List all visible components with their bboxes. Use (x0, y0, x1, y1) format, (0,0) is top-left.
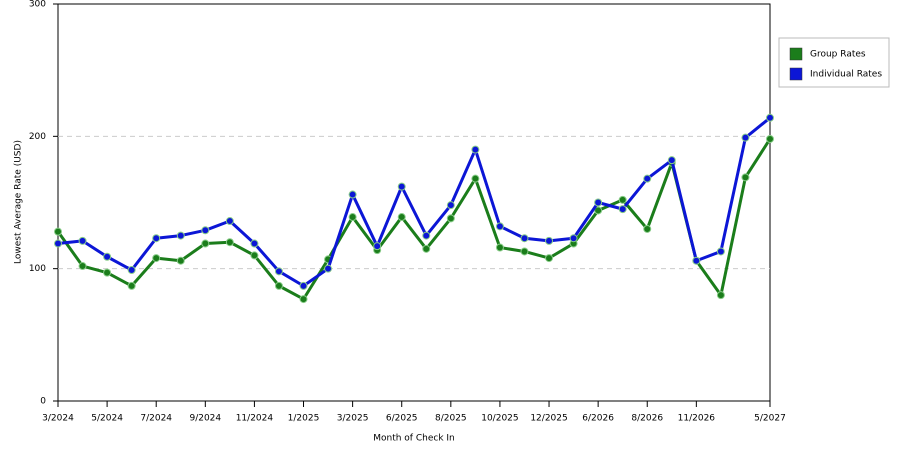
point (643, 174, 652, 183)
legend-label: Group Rates (810, 50, 866, 60)
series-line (56, 138, 772, 301)
x-tick-label: 10/2025 (481, 414, 518, 424)
point (225, 238, 234, 247)
point (716, 291, 725, 300)
y-tick-label: 300 (29, 0, 46, 10)
point (274, 281, 283, 290)
x-tick-label: 6/2025 (386, 414, 418, 424)
y-tick-label: 0 (40, 397, 46, 407)
y-axis-label: Lowest Average Rate (USD) (14, 140, 24, 264)
point (520, 247, 529, 256)
legend-label: Individual Rates (810, 70, 882, 80)
point (471, 174, 480, 183)
point (618, 195, 627, 204)
point (766, 134, 774, 143)
point (324, 264, 333, 273)
point (643, 224, 652, 233)
x-tick-label: 12/2025 (530, 414, 567, 424)
series-line (57, 116, 771, 288)
point (127, 265, 136, 274)
y-tick-label: 200 (29, 132, 46, 142)
x-tick-label: 5/2027 (754, 414, 786, 424)
point (348, 213, 357, 222)
x-tick-label: 8/2026 (631, 414, 663, 424)
point (152, 254, 161, 263)
x-tick-label: 5/2024 (91, 414, 123, 424)
x-tick-label: 7/2024 (140, 414, 172, 424)
x-tick-label: 11/2026 (678, 414, 716, 424)
x-tick-label: 1/2025 (288, 414, 320, 424)
point (176, 231, 185, 240)
point (373, 242, 382, 251)
point (471, 145, 480, 154)
plot-frame (57, 3, 771, 402)
point (569, 234, 578, 243)
point (127, 281, 136, 290)
point (741, 173, 750, 182)
point (422, 231, 431, 240)
point (766, 113, 774, 122)
x-tick-label: 8/2025 (435, 414, 467, 424)
point (54, 227, 62, 236)
point (348, 190, 357, 199)
point (250, 239, 259, 248)
point (422, 244, 431, 253)
point (176, 256, 185, 265)
x-tick-label: 9/2024 (189, 414, 221, 424)
point (446, 201, 455, 210)
point (495, 243, 504, 252)
point (667, 156, 676, 165)
point (225, 217, 234, 226)
x-axis-label: Month of Check In (373, 434, 455, 444)
point (152, 234, 161, 243)
point (692, 256, 701, 265)
point (594, 198, 603, 207)
point (716, 247, 725, 256)
point (545, 254, 554, 263)
point (594, 206, 603, 215)
legend-swatch (789, 67, 803, 81)
x-tick-label: 11/2024 (236, 414, 274, 424)
x-tick-label: 3/2024 (42, 414, 74, 424)
point (299, 295, 308, 304)
point (299, 281, 308, 290)
point (103, 252, 112, 261)
point (618, 205, 627, 214)
x-tick-label: 6/2026 (582, 414, 614, 424)
point (495, 222, 504, 231)
point (741, 133, 750, 142)
point (201, 239, 210, 248)
x-tick-label: 3/2025 (337, 414, 369, 424)
point (520, 234, 529, 243)
point (103, 268, 112, 277)
point (397, 182, 406, 191)
y-tick-label: 100 (29, 264, 46, 274)
point (250, 251, 259, 260)
point (274, 267, 283, 276)
point (446, 214, 455, 223)
point (54, 239, 62, 248)
legend-swatch (789, 47, 803, 61)
point (78, 262, 87, 271)
point (201, 226, 210, 235)
point (397, 213, 406, 222)
point (545, 236, 554, 245)
point (78, 236, 87, 245)
